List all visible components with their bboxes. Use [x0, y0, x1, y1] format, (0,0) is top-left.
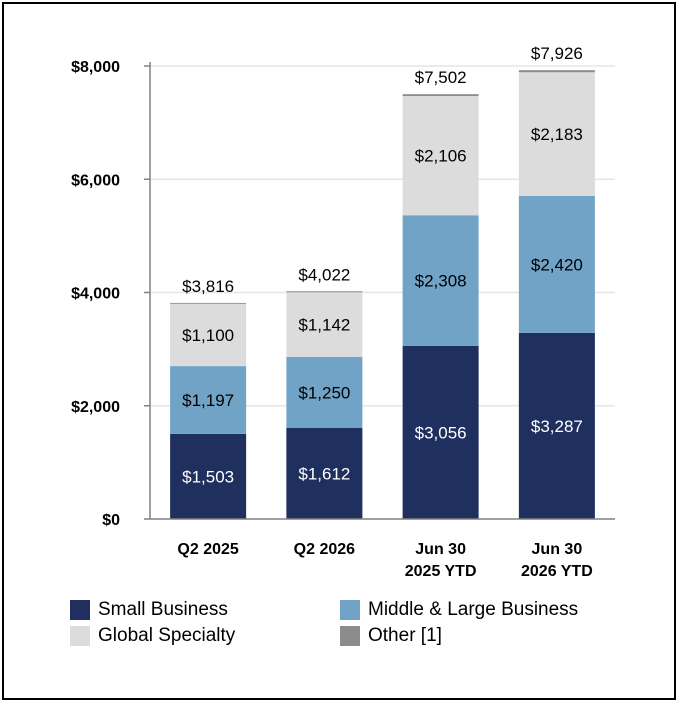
data-label: $2,106 — [415, 147, 467, 166]
data-label: $1,612 — [298, 464, 350, 483]
legend-swatch-small-business — [70, 600, 90, 620]
x-tick-label: 2026 YTD — [521, 563, 593, 580]
total-label: $3,816 — [182, 277, 234, 296]
x-tick-label: 2025 YTD — [405, 563, 477, 580]
legend-swatch-global-specialty — [70, 626, 90, 646]
bar-segment — [518, 332, 595, 519]
legend-label: Global Specialty — [98, 625, 236, 646]
data-label: $1,100 — [182, 326, 234, 345]
x-tick-label: Q2 2025 — [177, 541, 238, 558]
bar-segment — [286, 291, 363, 293]
legend: Small Business Middle & Large Business G… — [70, 598, 630, 650]
legend-label: Small Business — [98, 599, 228, 620]
y-tick-label: $6,000 — [71, 172, 120, 189]
bar-segment — [170, 302, 247, 304]
data-label: $2,420 — [531, 255, 583, 274]
y-tick-label: $2,000 — [71, 399, 120, 416]
legend-swatch-other — [340, 626, 360, 646]
stacked-bar-chart: $0 $2,000 $4,000 $6,000 $8,000 $1,503 $1,197 $1… — [71, 44, 615, 580]
data-label: $1,197 — [182, 391, 234, 410]
legend-label: Middle & Large Business — [368, 599, 579, 620]
bar-segment — [286, 356, 363, 428]
total-label: $7,502 — [415, 68, 467, 87]
bar-segment — [518, 195, 595, 333]
bar-segment — [402, 94, 479, 97]
y-tick-label: $0 — [102, 512, 120, 529]
bar-segment — [402, 345, 479, 519]
x-tick-label: Jun 30 — [415, 541, 466, 558]
data-label: $1,250 — [298, 383, 350, 402]
data-label: $2,308 — [415, 272, 467, 291]
bar-segment — [518, 70, 595, 73]
bar-segment — [170, 433, 247, 519]
data-label: $2,183 — [531, 125, 583, 144]
y-tick-label: $8,000 — [71, 59, 120, 76]
legend-item-other: Other [1] — [340, 624, 442, 648]
bar-segment — [170, 366, 247, 434]
legend-item-small-business: Small Business — [70, 598, 228, 622]
bar-segment — [170, 303, 247, 367]
legend-item-global-specialty: Global Specialty — [70, 624, 235, 648]
bar-segment — [518, 72, 595, 196]
total-label: $7,926 — [531, 44, 583, 63]
bar-segment — [402, 96, 479, 216]
bar-segment — [286, 427, 363, 519]
y-tick-label: $4,000 — [71, 286, 120, 303]
data-label: $1,142 — [298, 316, 350, 335]
x-tick-label: Jun 30 — [532, 541, 583, 558]
bar-segment — [402, 215, 479, 346]
data-label: $3,056 — [415, 423, 467, 442]
total-label: $4,022 — [298, 265, 350, 284]
legend-item-middle-large-business: Middle & Large Business — [340, 598, 578, 622]
bar-segment — [286, 292, 363, 357]
legend-swatch-middle-large-business — [340, 600, 360, 620]
data-label: $3,287 — [531, 417, 583, 436]
data-label: $1,503 — [182, 467, 234, 486]
x-tick-label: Q2 2026 — [294, 541, 355, 558]
legend-label: Other [1] — [368, 625, 442, 646]
